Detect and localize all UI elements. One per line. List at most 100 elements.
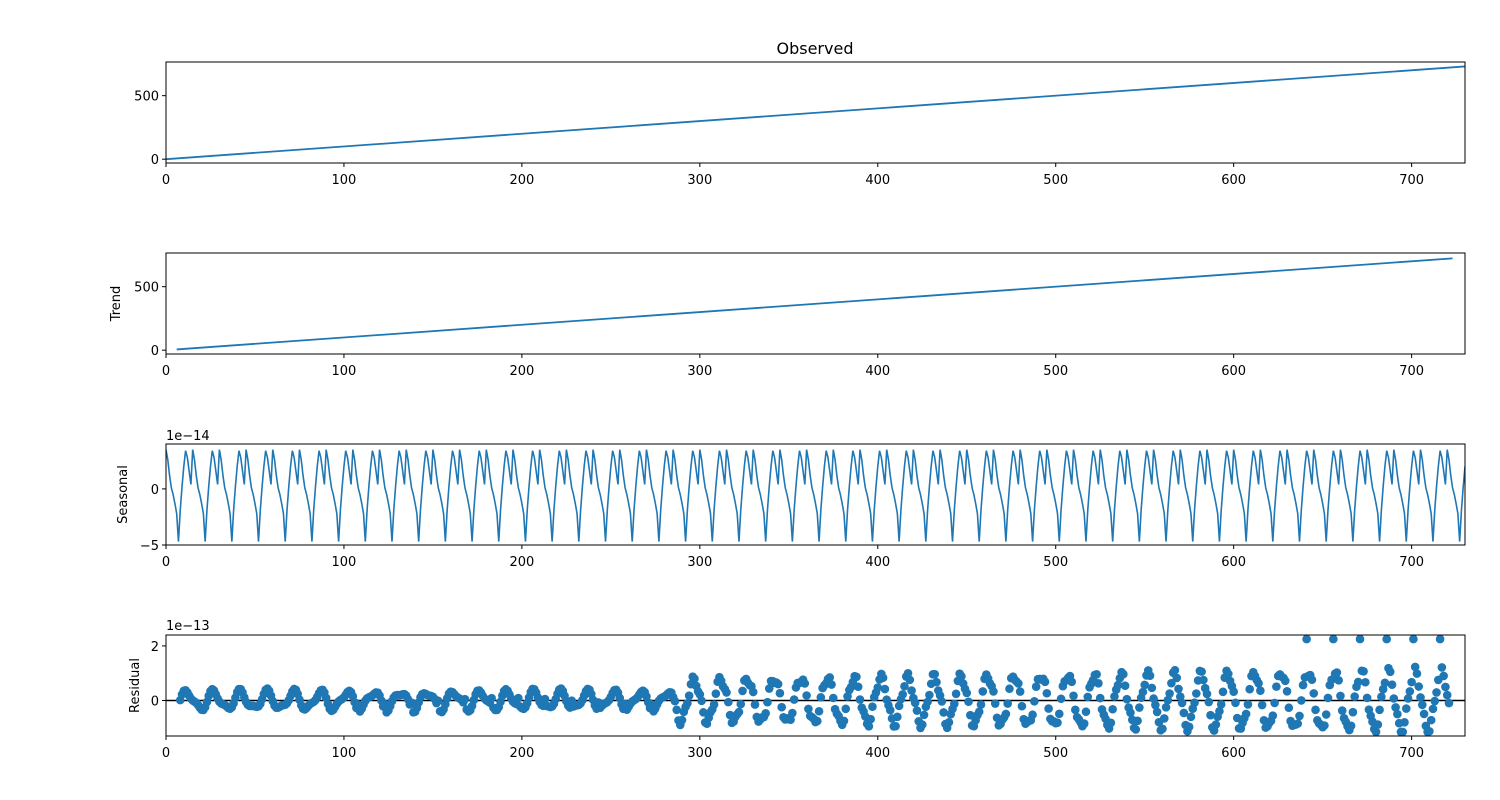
residual-point (1441, 682, 1450, 692)
residual-x-tick-label: 300 (687, 746, 712, 761)
residual-point (1204, 697, 1214, 707)
residual-point (1428, 704, 1438, 714)
residual-point (1311, 705, 1320, 715)
residual-point (1382, 635, 1391, 644)
seasonal-x-tick-label: 0 (162, 555, 170, 570)
residual-point (1003, 699, 1012, 708)
residual-point (1329, 635, 1338, 644)
residual-point (1350, 692, 1359, 701)
residual-point (1307, 675, 1317, 685)
trend-y-axis-label: Trend (109, 286, 124, 323)
residual-point (1044, 704, 1053, 713)
residual-point (957, 671, 966, 681)
residual-point (1165, 689, 1174, 698)
residual-point (1092, 670, 1101, 679)
residual-point (1437, 663, 1447, 672)
residual-point (1398, 727, 1408, 736)
residual-point (1407, 677, 1416, 687)
residual-point (1256, 686, 1265, 695)
observed-x-tick-label: 0 (162, 173, 170, 188)
observed-y-tick-label: 500 (134, 90, 159, 105)
residual-point (1435, 635, 1445, 644)
residual-point (878, 673, 888, 683)
residual-point (925, 690, 934, 700)
residual-point (1083, 692, 1093, 702)
residual-point (407, 698, 416, 707)
observed-x-tick-label: 300 (687, 173, 712, 188)
residual-point (1241, 709, 1251, 719)
residual-point (839, 716, 849, 726)
residual-point (866, 714, 875, 724)
residual-point (1414, 682, 1424, 691)
residual-point (1359, 667, 1368, 676)
residual-point (1151, 700, 1160, 710)
seasonal-series-line (166, 449, 1465, 542)
residual-x-tick-label: 100 (332, 746, 357, 761)
trend-axes-frame (165, 252, 1466, 355)
residual-point (1361, 677, 1370, 687)
residual-point (1346, 721, 1356, 731)
residual-point (1110, 692, 1119, 701)
residual-point (1320, 721, 1329, 730)
residual-point (1224, 669, 1233, 679)
residual-point (1334, 676, 1343, 685)
residual-point (1425, 726, 1434, 736)
residual-point (1298, 680, 1308, 690)
residual-point (1295, 711, 1304, 721)
residual-point (816, 693, 826, 702)
residual-point (1005, 684, 1014, 694)
residual-point (1401, 704, 1411, 713)
residual-point (1202, 689, 1212, 699)
residual-point (1405, 687, 1415, 696)
residual-point (1040, 677, 1050, 687)
residual-point (917, 720, 927, 729)
residual-point (932, 677, 941, 687)
residual-point (828, 693, 838, 703)
residual-point (804, 704, 813, 714)
residual-point (825, 673, 835, 682)
residual-point (1113, 680, 1123, 690)
residual-point (1385, 667, 1395, 677)
residual-point (910, 698, 920, 708)
residual-point (1371, 727, 1381, 736)
residual-point (923, 697, 932, 707)
seasonal-x-tick-label: 300 (687, 555, 712, 570)
residual-x-tick-label: 700 (1399, 746, 1424, 761)
residual-point (1108, 704, 1117, 714)
residual-point (1243, 700, 1253, 709)
residual-point (1375, 705, 1384, 715)
residual-point (786, 715, 795, 724)
residual-point (487, 693, 496, 703)
residual-point (1079, 719, 1089, 728)
residual-point (1377, 692, 1386, 702)
residual-point (868, 702, 877, 711)
residual-point (802, 691, 811, 700)
residual-point (1409, 635, 1418, 644)
residual-point (1353, 677, 1363, 687)
residual-point (711, 689, 721, 698)
residual-point (1216, 700, 1226, 709)
residual-point (1380, 678, 1390, 688)
residual-point (1069, 691, 1078, 701)
residual-point (1122, 694, 1132, 704)
observed-x-tick-label: 600 (1221, 173, 1246, 188)
residual-point (1444, 698, 1454, 708)
residual-point (1412, 669, 1422, 678)
residual-point (697, 696, 706, 706)
residual-point (1416, 693, 1425, 702)
residual-point (1014, 679, 1023, 688)
residual-point (841, 704, 851, 714)
residual-point (1229, 687, 1238, 696)
residual-point (1362, 693, 1372, 703)
trend-x-tick-label: 0 (162, 364, 170, 379)
residual-point (763, 697, 772, 707)
residual-y-tick-label: 2 (151, 640, 159, 655)
residual-point (773, 679, 783, 689)
residual-point (1001, 709, 1011, 719)
observed-x-tick-label: 700 (1399, 173, 1424, 188)
residual-point (1192, 689, 1201, 698)
residual-point (951, 689, 961, 699)
residual-point (1280, 676, 1290, 686)
